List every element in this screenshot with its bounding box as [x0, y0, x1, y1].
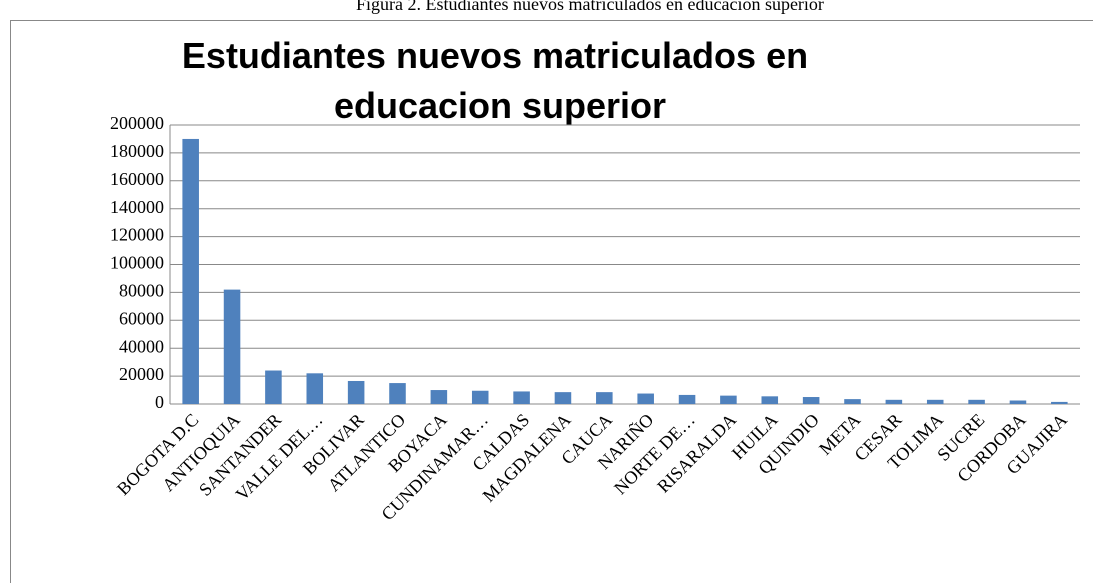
bar — [844, 399, 861, 404]
bar — [265, 370, 282, 404]
bar — [596, 392, 613, 404]
bar — [761, 396, 779, 404]
y-tick-label: 60000 — [119, 308, 164, 328]
caption: Figura 2. Estudiantes nuevos matriculado… — [356, 0, 824, 14]
y-tick-label: 160000 — [110, 169, 164, 189]
y-tick-label: 100000 — [110, 253, 164, 273]
y-tick-label: 0 — [155, 392, 164, 412]
bar — [430, 390, 448, 404]
chart-title: Estudiantes nuevos matriculados en educa… — [182, 35, 818, 126]
y-tick-label: 180000 — [110, 141, 164, 161]
y-tick-label: 140000 — [110, 197, 164, 217]
y-tick-label: 40000 — [119, 336, 164, 356]
bar — [347, 380, 365, 404]
bar — [554, 392, 572, 404]
y-tick-label: 80000 — [119, 281, 164, 301]
y-tick-label: 120000 — [110, 225, 164, 245]
bar — [926, 399, 944, 404]
bar — [885, 399, 903, 404]
bar — [1009, 400, 1027, 404]
bar — [513, 391, 530, 404]
y-tick-label: 200000 — [110, 113, 164, 133]
bar — [968, 399, 985, 404]
bar — [306, 373, 324, 404]
bar — [389, 383, 406, 404]
bar — [471, 390, 489, 404]
bar — [223, 289, 241, 404]
bar — [1051, 401, 1068, 404]
bar — [802, 397, 820, 404]
bar — [182, 138, 199, 404]
y-tick-label: 20000 — [119, 364, 164, 384]
chart-border — [10, 20, 1093, 583]
bar — [637, 393, 654, 404]
bar — [678, 394, 696, 404]
bar — [720, 395, 737, 404]
